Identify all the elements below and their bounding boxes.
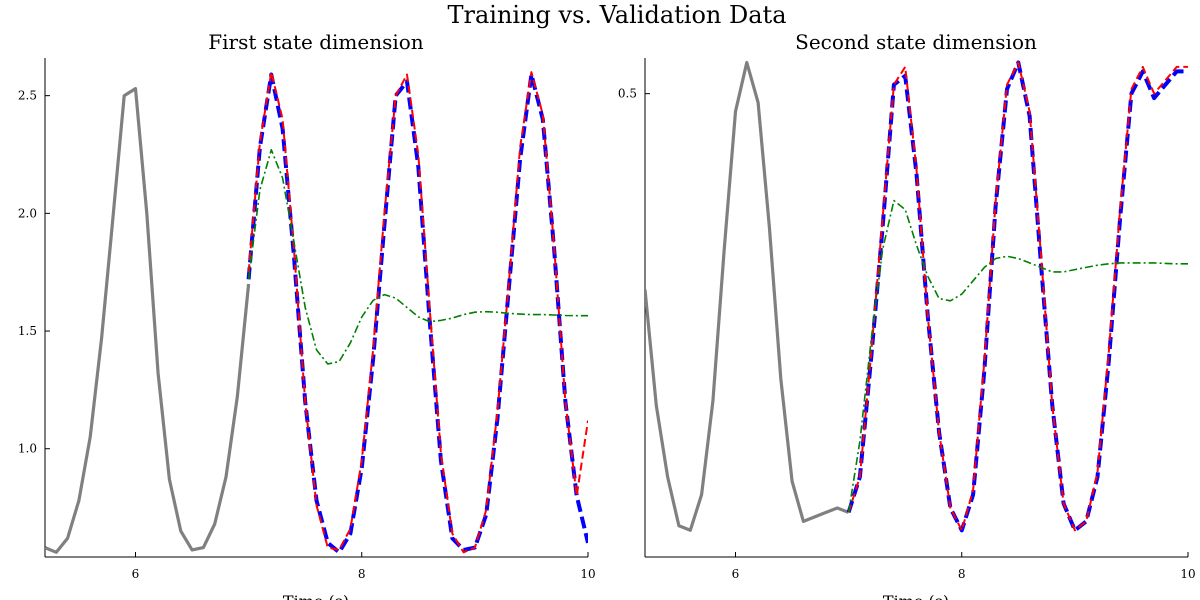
panel-title: Second state dimension <box>795 30 1037 54</box>
series-line-2 <box>847 61 1188 532</box>
y-tick-label: 0.5 <box>618 87 637 101</box>
panel-title: First state dimension <box>208 30 424 54</box>
series-group <box>45 71 588 555</box>
ticks: 6 8 10 1.0 1.5 2.0 2.5 <box>18 89 596 581</box>
x-tick-label: 10 <box>1180 567 1195 581</box>
series-line-3 <box>247 149 588 365</box>
ticks: 6 8 10 0.5 <box>618 87 1196 581</box>
panel-second-state-dimension: Second state dimension 6 8 10 0.5 Time (s) <box>618 30 1196 600</box>
y-tick-label: 2.0 <box>18 206 37 220</box>
y-tick-label: 2.5 <box>18 89 37 103</box>
x-tick-label: 8 <box>958 567 966 581</box>
x-tick-label: 6 <box>732 567 740 581</box>
x-tick-label: 8 <box>358 567 366 581</box>
panel-first-state-dimension: First state dimension 6 8 10 1.0 1.5 2.0 2.5 T… <box>18 30 596 600</box>
x-tick-label: 6 <box>132 567 140 581</box>
axes <box>644 58 1188 558</box>
series-line-0 <box>45 87 251 554</box>
series-line-3 <box>847 199 1188 513</box>
series-line-0 <box>645 60 850 532</box>
series-group <box>645 60 1188 533</box>
series-line-2 <box>247 71 588 554</box>
x-axis-label: Time (s) <box>283 592 349 600</box>
series-line-1 <box>846 60 1188 533</box>
y-tick-label: 1.5 <box>18 324 37 338</box>
y-tick-label: 1.0 <box>18 442 37 456</box>
x-axis-label: Time (s) <box>883 592 949 600</box>
x-tick-label: 10 <box>580 567 595 581</box>
figure-title: Training vs. Validation Data <box>448 1 787 29</box>
